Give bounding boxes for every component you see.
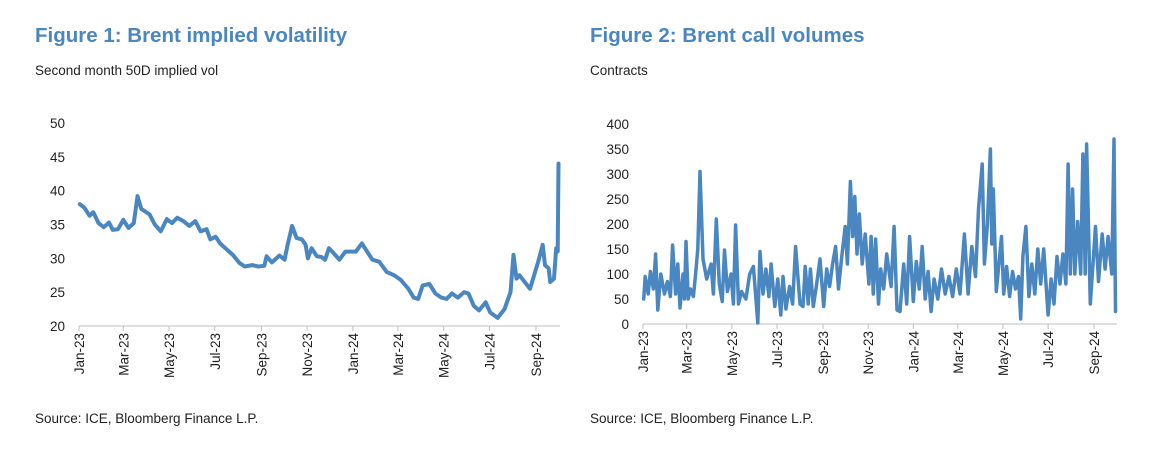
x-tick-label: Jul-24 <box>482 333 497 370</box>
x-tick-label: Sep-23 <box>816 331 831 375</box>
y-tick-label: 40 <box>50 184 65 199</box>
y-tick-label: 30 <box>50 251 65 266</box>
x-tick-label: Mar-23 <box>680 331 695 374</box>
y-tick-label: 300 <box>606 167 629 182</box>
x-tick-label: Jul-23 <box>208 333 223 370</box>
x-tick-label: Mar-24 <box>951 331 966 374</box>
y-tick-label: 35 <box>50 218 65 233</box>
x-tick-label: Sep-24 <box>529 333 544 377</box>
y-tick-label: 150 <box>606 242 629 257</box>
chart-source: Source: ICE, Bloomberg Finance L.P. <box>35 411 259 426</box>
x-tick-label: Jan-23 <box>72 333 87 374</box>
x-tick-label: Nov-23 <box>300 333 315 377</box>
x-tick-label: May-23 <box>162 333 177 378</box>
y-tick-label: 400 <box>606 117 629 132</box>
y-tick-label: 20 <box>50 319 65 334</box>
figure-1-panel: Figure 1: Brent implied volatility Secon… <box>35 0 595 463</box>
x-tick-label: Sep-24 <box>1087 331 1102 375</box>
y-tick-label: 50 <box>614 292 629 307</box>
data-series-line <box>641 137 1118 325</box>
x-tick-label: Jan-24 <box>346 333 361 375</box>
x-tick-label: Mar-24 <box>391 333 406 376</box>
chart-subtitle: Contracts <box>590 63 648 78</box>
y-tick-label: 25 <box>50 285 65 300</box>
chart-title: Figure 2: Brent call volumes <box>590 24 865 47</box>
y-tick-label: 45 <box>50 150 65 165</box>
x-tick-label: May-23 <box>725 331 740 376</box>
figure-2-panel: Figure 2: Brent call volumes Contracts 0… <box>590 0 1150 463</box>
chart-source: Source: ICE, Bloomberg Finance L.P. <box>590 411 814 426</box>
x-tick-label: Nov-23 <box>861 331 876 375</box>
x-tick-label: Sep-23 <box>254 333 269 377</box>
y-tick-label: 100 <box>606 267 629 282</box>
chart-subtitle: Second month 50D implied vol <box>35 63 219 78</box>
y-tick-label: 0 <box>621 317 629 332</box>
y-tick-label: 250 <box>606 192 629 207</box>
x-tick-label: May-24 <box>437 333 452 379</box>
x-tick-label: Mar-23 <box>116 333 131 376</box>
x-tick-label: Jan-24 <box>906 331 921 373</box>
chart-title: Figure 1: Brent implied volatility <box>35 24 348 47</box>
y-tick-label: 350 <box>606 142 629 157</box>
y-tick-label: 50 <box>50 116 65 131</box>
data-series-line <box>77 161 561 320</box>
call-volumes-line-chart: 0 50 100 150 200 250 300 350 400 Jan-23 Mar-23 May-… <box>606 117 1118 377</box>
x-tick-label: Jul-24 <box>1041 331 1056 368</box>
x-tick-label: Jan-23 <box>636 331 651 372</box>
y-tick-label: 200 <box>606 217 629 232</box>
x-tick-label: Jul-23 <box>770 331 785 368</box>
volatility-line-chart: 20 25 30 35 40 45 50 Jan-23 Mar-23 May-23 Jul-23 Se… <box>50 116 561 379</box>
x-tick-label: May-24 <box>996 331 1011 377</box>
